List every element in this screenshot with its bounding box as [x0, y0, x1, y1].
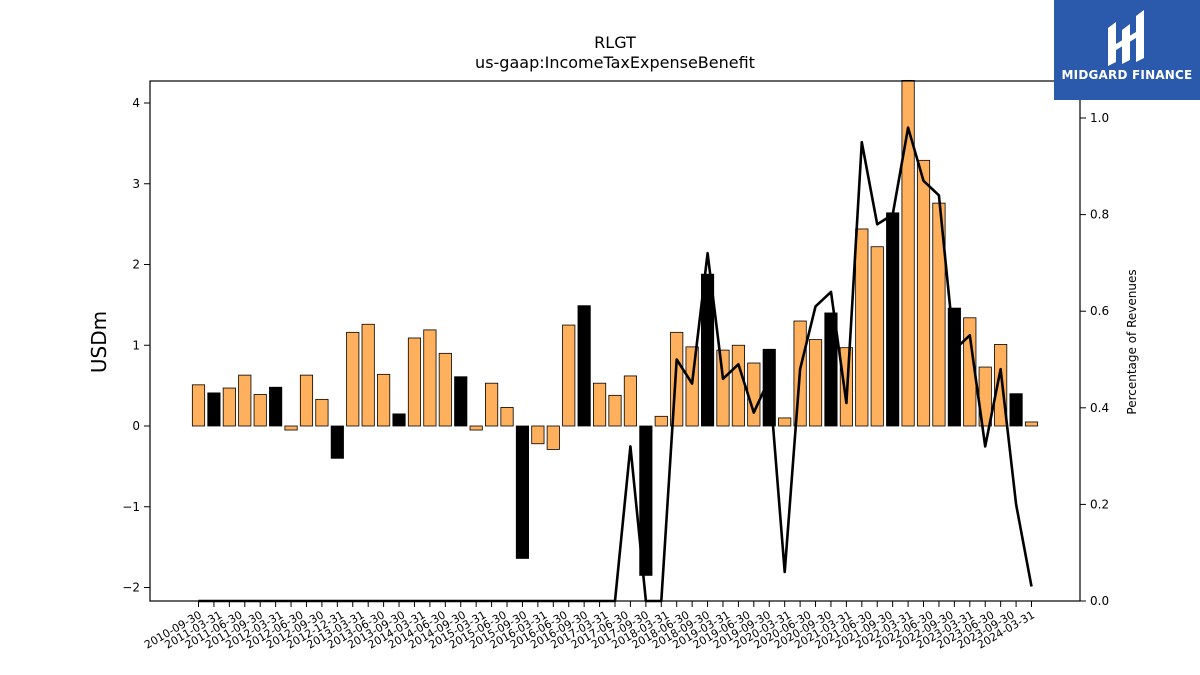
- bar-2011-12-31: [269, 386, 283, 427]
- bar-2016-09-30: [562, 324, 576, 427]
- y-left-tick-label: 4: [132, 96, 140, 110]
- bar-2021-09-30: [870, 246, 884, 427]
- bar-2016-03-31: [531, 425, 545, 445]
- midgard-finance-logo: MIDGARD FINANCE: [1054, 0, 1200, 100]
- y-axis-label-right: Percentage of Revenues: [1125, 269, 1139, 414]
- bar-2024-03-31: [1024, 421, 1039, 427]
- bar-2017-12-31: [639, 425, 653, 576]
- y-right-tick-label: 1.0: [1090, 111, 1109, 125]
- y-left-tick-label: 3: [132, 177, 140, 191]
- y-left-tick-label: −2: [122, 581, 140, 595]
- y-left-tick-label: 2: [132, 258, 140, 272]
- bar-2015-12-31: [515, 425, 530, 559]
- bar-2013-03-31: [346, 331, 360, 427]
- bar-2010-12-31: [207, 392, 221, 427]
- bar-2021-06-30: [855, 228, 869, 427]
- bar-2015-03-31: [469, 425, 483, 431]
- bar-2012-03-31: [284, 425, 298, 431]
- bar-2013-12-31: [392, 413, 406, 427]
- bar-2018-12-31: [700, 273, 715, 427]
- bar-2019-09-30: [747, 362, 761, 427]
- bar-2022-06-30: [916, 159, 931, 427]
- bar-2014-09-30: [438, 352, 452, 427]
- logo-text: MIDGARD FINANCE: [1061, 68, 1193, 82]
- y-axis-right: 0.0 0.2 0.4 0.6 0.8 1.0: [1080, 111, 1109, 608]
- bar-2013-06-30: [361, 323, 375, 427]
- bar-2015-06-30: [485, 382, 499, 427]
- bar-series: [191, 79, 1039, 576]
- bar-2019-03-31: [716, 349, 730, 427]
- y-left-tick-label: −1: [122, 500, 140, 514]
- y-right-tick-label: 0.0: [1090, 594, 1109, 608]
- bar-2022-03-31: [901, 79, 915, 427]
- bar-2016-12-31: [577, 305, 591, 427]
- bar-2018-03-31: [654, 415, 668, 427]
- y-right-tick-label: 0.6: [1090, 304, 1109, 318]
- bar-2016-06-30: [546, 425, 560, 450]
- bar-2015-09-30: [500, 407, 514, 427]
- bar-2012-06-30: [299, 374, 314, 427]
- bar-2019-06-30: [731, 344, 745, 427]
- bar-2017-09-30: [623, 375, 637, 427]
- bar-2017-06-30: [608, 394, 622, 427]
- y-right-tick-label: 0.4: [1090, 401, 1109, 415]
- y-right-tick-label: 0.2: [1090, 497, 1109, 511]
- bar-2014-03-31: [407, 337, 422, 427]
- bar-2017-03-31: [593, 382, 607, 427]
- bar-2011-03-31: [222, 387, 236, 427]
- bar-2012-12-31: [330, 425, 344, 459]
- chart-subtitle: us-gaap:IncomeTaxExpenseBenefit: [475, 53, 755, 72]
- bar-2013-09-30: [377, 373, 391, 427]
- bar-2018-09-30: [685, 346, 699, 427]
- bar-2012-09-30: [315, 398, 329, 427]
- x-axis: 2010-09-302011-03-312011-06-302011-09-30…: [142, 601, 1037, 652]
- bar-2011-06-30: [238, 374, 252, 427]
- bar-2020-03-31: [778, 417, 792, 427]
- y-axis-left: −2 −1 0 1 2 3 4: [122, 96, 150, 595]
- bar-2022-12-31: [947, 307, 961, 427]
- y-right-tick-label: 0.8: [1090, 208, 1109, 222]
- y-left-tick-label: 0: [132, 419, 140, 433]
- plot-frame: [149, 80, 1081, 602]
- bar-2020-09-30: [808, 339, 823, 427]
- bar-2023-12-31: [1009, 393, 1023, 427]
- chart-title: RLGT: [594, 33, 636, 52]
- y-axis-label-left: USDm: [87, 311, 111, 373]
- bar-2014-06-30: [423, 329, 437, 427]
- bar-2021-12-31: [886, 212, 900, 427]
- bar-2010-09-30: [191, 384, 206, 427]
- logo-mark-icon: [1108, 10, 1144, 66]
- y-left-tick-label: 1: [132, 338, 140, 352]
- bar-2014-12-31: [454, 376, 468, 427]
- bar-2020-12-31: [824, 312, 838, 427]
- bar-2011-09-30: [253, 394, 267, 427]
